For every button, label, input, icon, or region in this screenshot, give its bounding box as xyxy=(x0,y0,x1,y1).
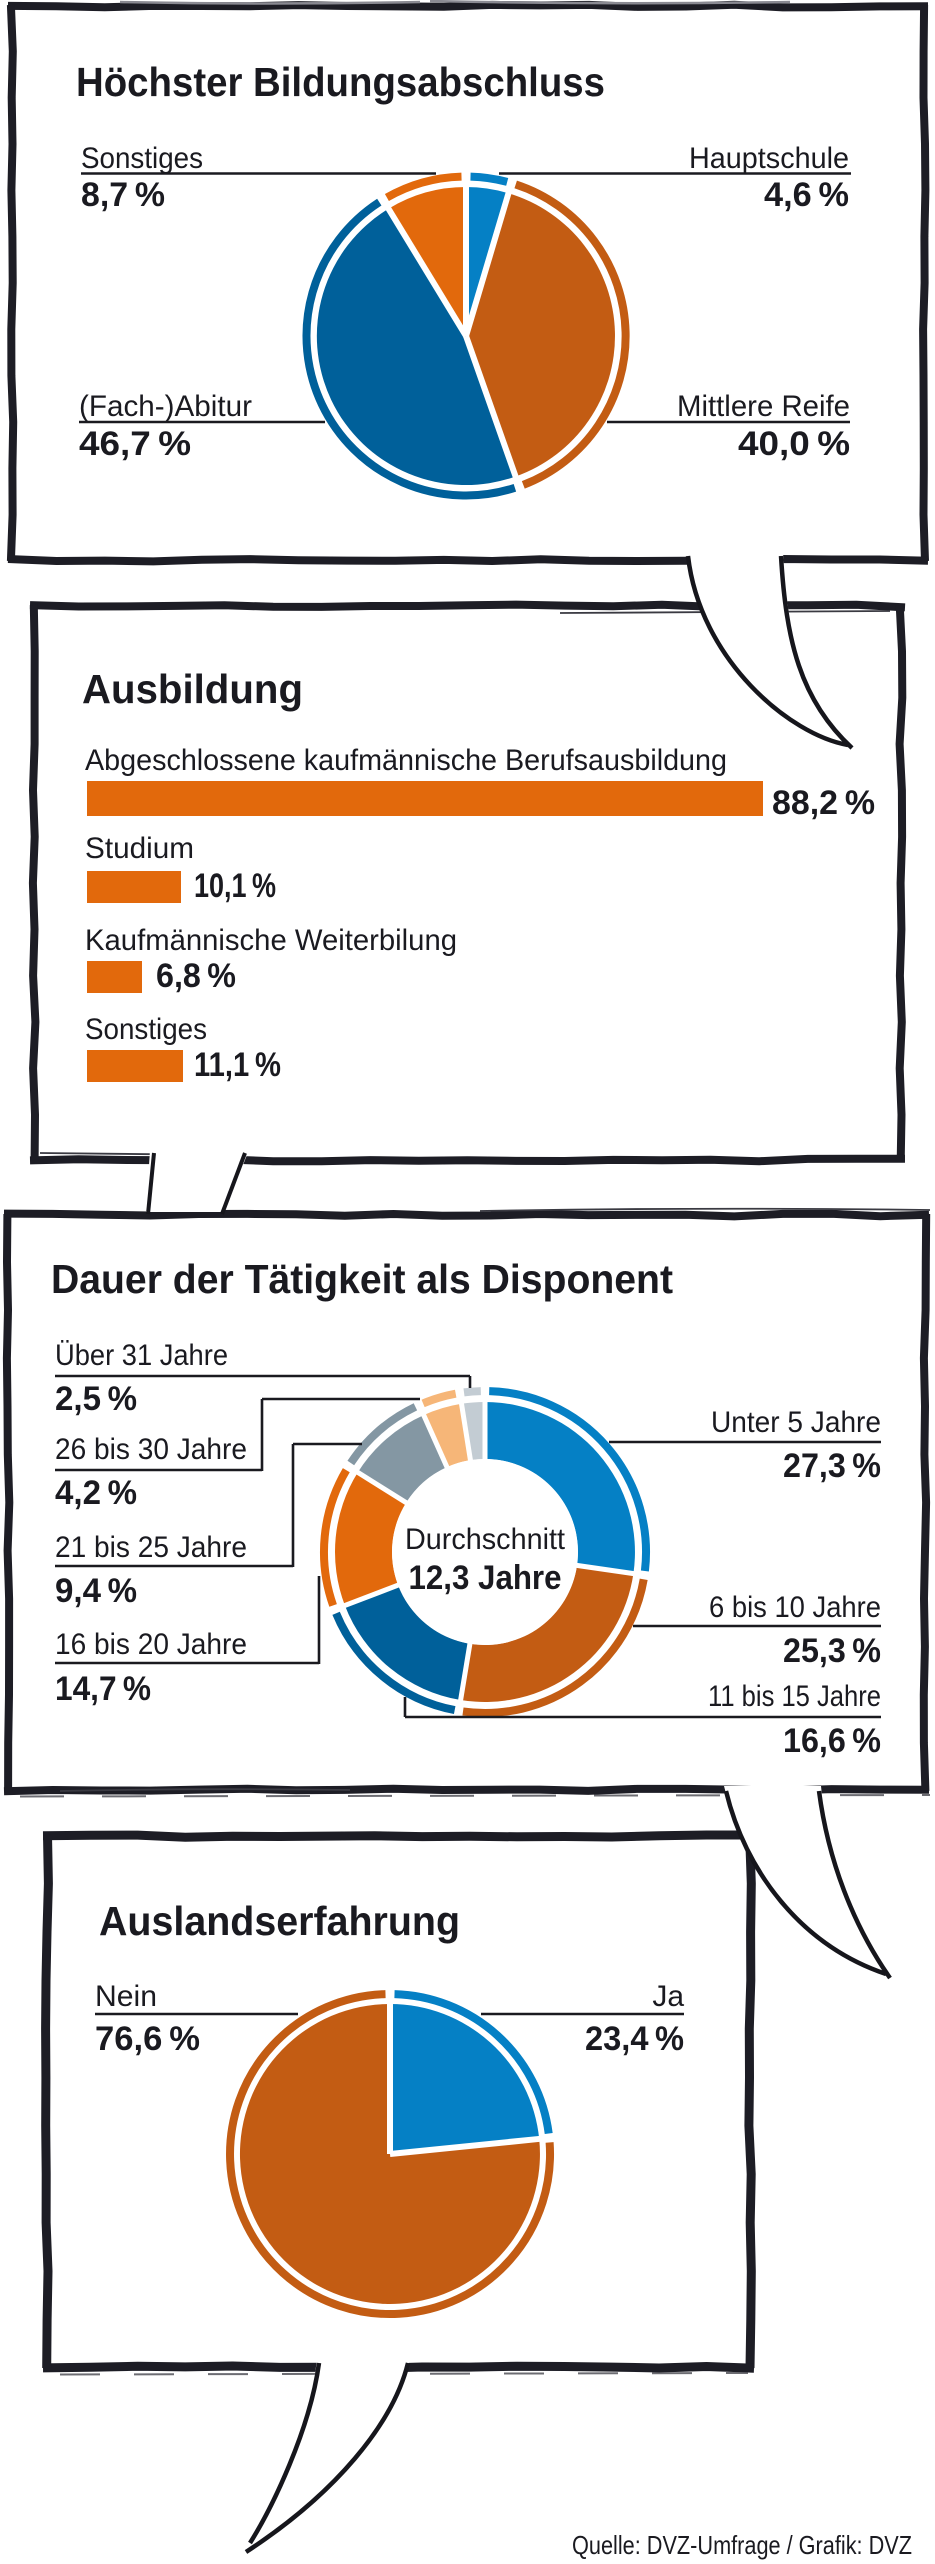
svg-text:Höchster Bildungsabschluss: Höchster Bildungsabschluss xyxy=(76,59,605,105)
svg-text:8,7 %: 8,7 % xyxy=(81,176,165,214)
svg-text:16 bis 20 Jahre: 16 bis 20 Jahre xyxy=(55,1628,247,1661)
svg-text:25,3 %: 25,3 % xyxy=(783,1632,881,1670)
svg-text:10,1 %: 10,1 % xyxy=(194,867,276,905)
svg-text:Abgeschlossene kaufmännische B: Abgeschlossene kaufmännische Berufsausbi… xyxy=(85,744,727,777)
svg-text:(Fach-)Abitur: (Fach-)Abitur xyxy=(79,390,252,423)
svg-text:Auslandserfahrung: Auslandserfahrung xyxy=(99,1898,460,1944)
svg-text:Quelle: DVZ-Umfrage / Grafik:: Quelle: DVZ-Umfrage / Grafik: DVZ xyxy=(572,2530,912,2560)
svg-text:Studium: Studium xyxy=(85,832,194,865)
svg-text:4,6 %: 4,6 % xyxy=(764,176,849,214)
svg-text:16,6 %: 16,6 % xyxy=(783,1722,881,1760)
svg-text:Über 31 Jahre: Über 31 Jahre xyxy=(55,1339,228,1372)
svg-text:Kaufmännische Weiterbilung: Kaufmännische Weiterbilung xyxy=(85,924,457,957)
svg-text:Durchschnitt: Durchschnitt xyxy=(405,1523,566,1556)
svg-text:6,8 %: 6,8 % xyxy=(156,957,236,995)
svg-text:11,1 %: 11,1 % xyxy=(194,1046,281,1084)
svg-text:76,6 %: 76,6 % xyxy=(95,2020,200,2058)
svg-text:26 bis 30 Jahre: 26 bis 30 Jahre xyxy=(55,1433,247,1466)
svg-text:Nein: Nein xyxy=(95,1980,157,2013)
svg-text:Sonstiges: Sonstiges xyxy=(81,142,203,175)
svg-text:Unter 5 Jahre: Unter 5 Jahre xyxy=(711,1406,881,1439)
svg-text:23,4 %: 23,4 % xyxy=(585,2020,684,2058)
svg-text:Dauer der Tätigkeit als Dispon: Dauer der Tätigkeit als Disponent xyxy=(51,1256,673,1302)
svg-text:21 bis 25 Jahre: 21 bis 25 Jahre xyxy=(55,1531,247,1564)
svg-text:Hauptschule: Hauptschule xyxy=(689,142,849,175)
svg-text:27,3 %: 27,3 % xyxy=(783,1447,881,1485)
svg-text:Ausbildung: Ausbildung xyxy=(82,666,303,712)
svg-text:12,3 Jahre: 12,3 Jahre xyxy=(409,1559,562,1597)
svg-text:88,2 %: 88,2 % xyxy=(772,784,875,822)
svg-text:11 bis 15 Jahre: 11 bis 15 Jahre xyxy=(708,1680,881,1713)
svg-text:40,0 %: 40,0 % xyxy=(738,425,850,463)
svg-text:Sonstiges: Sonstiges xyxy=(85,1013,207,1046)
svg-text:2,5 %: 2,5 % xyxy=(55,1380,137,1418)
svg-text:46,7 %: 46,7 % xyxy=(79,425,191,463)
svg-text:Ja: Ja xyxy=(652,1980,684,2013)
svg-text:9,4 %: 9,4 % xyxy=(55,1572,137,1610)
svg-text:4,2 %: 4,2 % xyxy=(55,1474,137,1512)
svg-text:14,7 %: 14,7 % xyxy=(55,1670,151,1708)
svg-text:Mittlere Reife: Mittlere Reife xyxy=(677,390,850,423)
svg-text:6 bis 10 Jahre: 6 bis 10 Jahre xyxy=(709,1591,881,1624)
